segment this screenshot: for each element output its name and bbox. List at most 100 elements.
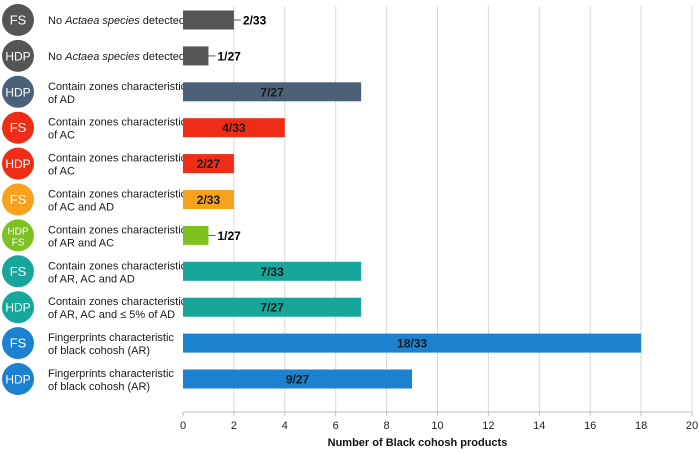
row-label: Contain zones characteristic — [48, 260, 187, 272]
bar — [183, 297, 362, 317]
row-label-segment: of AC — [48, 166, 75, 178]
row-label: of AC and AD — [48, 202, 114, 214]
row-label-segment: of AR, AC and AD — [48, 273, 135, 285]
x-tick-label: 14 — [533, 420, 545, 432]
bar — [183, 154, 234, 174]
row-label: Contain zones characteristic — [48, 117, 187, 129]
chart-row: FS No Actaea species detected 2/33 — [2, 4, 267, 36]
data-label: 7/27 — [260, 301, 284, 315]
x-tick-label: 0 — [180, 420, 186, 432]
row-label: of black cohosh (AR) — [48, 381, 150, 393]
bar — [183, 10, 234, 30]
chart-row: HDP No Actaea species detected 1/27 — [2, 39, 241, 72]
row-label-segment: Fingerprints characteristic — [48, 368, 174, 380]
row-label-segment: of black cohosh (AR) — [48, 381, 150, 393]
row-label: No Actaea species detected — [48, 15, 185, 27]
badge-circle — [2, 39, 34, 72]
bar — [183, 369, 413, 389]
row-label: of AC — [48, 166, 75, 178]
row-label-segment: of AC — [48, 130, 75, 142]
badge-label: HDP — [5, 301, 30, 315]
badge-label: FS — [10, 120, 27, 135]
badge-circle — [2, 291, 34, 324]
badge-circle — [2, 327, 34, 360]
row-label-segment: of black cohosh (AR) — [48, 345, 150, 357]
x-axis-title: Number of Black cohosh products — [328, 437, 508, 449]
row-label: Contain zones characteristic — [48, 296, 187, 308]
x-axis: 0 2 4 6 8 10 12 14 16 18 20 — [180, 411, 698, 432]
row-label-segment: No — [48, 51, 65, 63]
badge-circle — [2, 75, 34, 108]
badge-label: FS — [10, 192, 27, 207]
row-label-segment: Contain zones characteristic — [48, 81, 187, 93]
row-label: of AD — [48, 94, 75, 106]
row-label-segment: of AR and AC — [48, 237, 114, 249]
row-label: Contain zones characteristic — [48, 81, 187, 93]
badge-label: HDP — [5, 49, 30, 63]
data-label: 4/33 — [222, 121, 246, 135]
data-label: 2/33 — [243, 14, 267, 28]
bar — [183, 190, 234, 209]
row-label: Fingerprints characteristic — [48, 368, 174, 380]
bar — [183, 225, 209, 245]
data-label: 7/33 — [260, 265, 284, 279]
row-label-segment: Contain zones characteristic — [48, 153, 187, 165]
data-label: 2/33 — [197, 193, 221, 207]
row-label: of black cohosh (AR) — [48, 345, 150, 357]
badge-label: FS — [12, 237, 25, 248]
row-label-segment: Contain zones characteristic — [48, 224, 187, 236]
x-tick-label: 20 — [686, 420, 698, 432]
badge-circle — [2, 363, 34, 395]
row-label-segment: Actaea species — [64, 51, 140, 63]
bar — [183, 261, 362, 281]
badge-circle — [2, 147, 34, 180]
x-tick-label: 18 — [635, 420, 647, 432]
row-label: Contain zones characteristic — [48, 224, 187, 236]
row-label-segment: Contain zones characteristic — [48, 189, 187, 201]
badge-circle — [2, 111, 34, 144]
data-label: 1/27 — [217, 49, 241, 63]
row-label-segment: detected — [140, 51, 185, 63]
badge-label: FS — [10, 336, 27, 351]
badge-circle — [2, 255, 34, 288]
data-label: 9/27 — [286, 373, 310, 387]
badge-label: HDP — [5, 85, 30, 99]
data-label: 2/27 — [197, 157, 221, 171]
x-tick-label: 8 — [384, 420, 390, 432]
data-label: 1/27 — [217, 229, 241, 243]
data-label: 18/33 — [397, 337, 427, 351]
badge-circle — [2, 219, 34, 252]
x-tick-label: 12 — [482, 420, 494, 432]
badge-label: FS — [10, 13, 27, 28]
bar — [183, 82, 362, 102]
row-label-segment: Fingerprints characteristic — [48, 332, 174, 344]
row-label: Fingerprints characteristic — [48, 332, 174, 344]
bar — [183, 46, 209, 66]
row-label: of AR, AC and ≤ 5% of AD — [48, 309, 175, 321]
row-label-segment: Contain zones characteristic — [48, 117, 187, 129]
badge-label: HDP — [7, 226, 28, 237]
row-label-segment: Contain zones characteristic — [48, 296, 187, 308]
badge-circle — [2, 183, 34, 216]
row-label: of AR, AC and AD — [48, 273, 135, 285]
badge-label: HDP — [5, 157, 30, 171]
row-label: of AR and AC — [48, 237, 114, 249]
x-tick-label: 16 — [584, 420, 596, 432]
x-tick-label: 6 — [333, 420, 339, 432]
x-tick-label: 2 — [231, 420, 237, 432]
row-label-segment: Contain zones characteristic — [48, 260, 187, 272]
gridlines — [233, 6, 693, 412]
data-label: 7/27 — [260, 85, 284, 99]
row-label-segment: of AR, AC and ≤ 5% of AD — [48, 309, 175, 321]
